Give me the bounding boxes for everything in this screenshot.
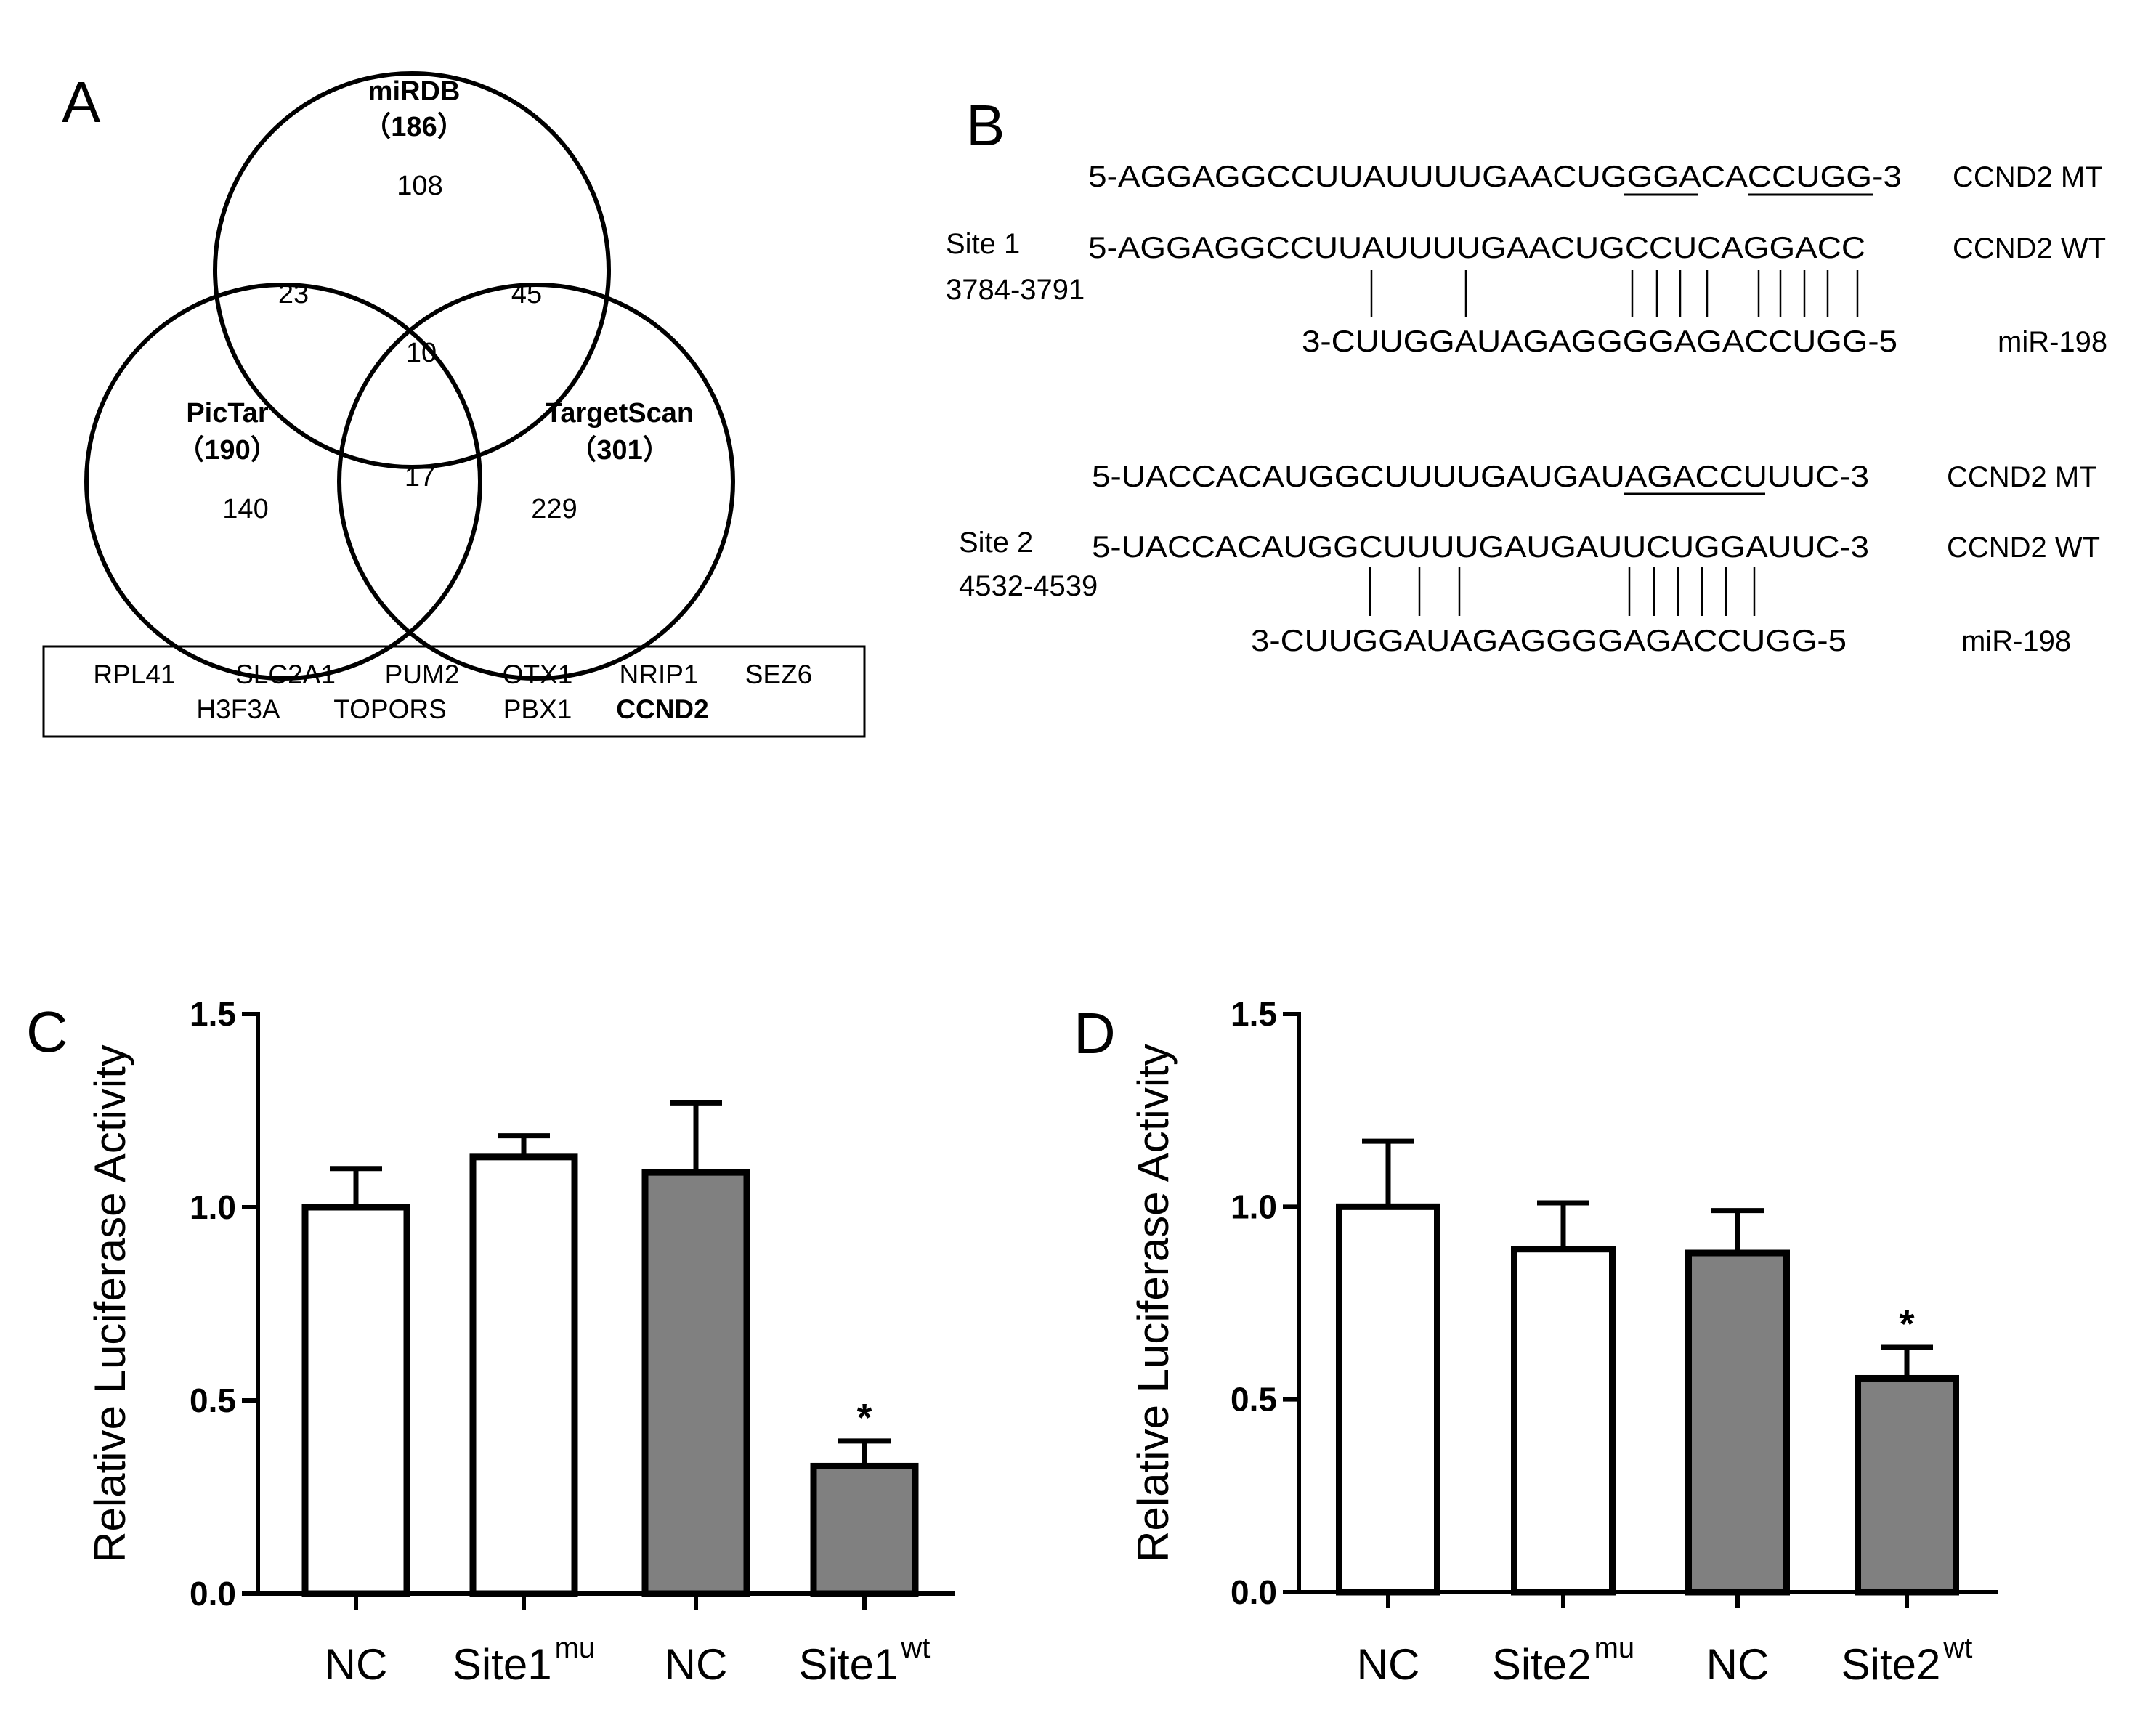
x-category-label: NC — [325, 1640, 388, 1689]
venn-count-mirdb-targetscan: 45 — [511, 279, 542, 309]
venn-circle-mirdb — [213, 71, 611, 469]
bar — [301, 1204, 410, 1597]
venn-count-all-three: 10 — [406, 338, 437, 368]
x-category-label: NC — [1357, 1640, 1420, 1689]
site1-mt-label: CCND2 MT — [1953, 161, 2103, 193]
site2-mt-sequence: 5-UACCACAUGGCUUUUGAUGAUAGACCUUUC-3 — [1092, 459, 1869, 493]
x-category-label: Site1 mu — [453, 1632, 595, 1689]
venn-total-pictar: （190） — [177, 435, 277, 466]
bar — [1336, 1203, 1440, 1596]
bar — [641, 1169, 750, 1597]
gene-item: PUM2 — [385, 660, 460, 689]
site2-wt-label: CCND2 WT — [1947, 532, 2100, 564]
chart-panel-d: D Relative Luciferase Activity 0.0 0.5 1.0 1.… — [1074, 995, 1998, 1689]
significance-mark: * — [1899, 1302, 1914, 1346]
x-category-superscript: mu — [555, 1632, 596, 1664]
gene-item: RPL41 — [93, 660, 175, 689]
site1-range: 3784-3791 — [946, 274, 1085, 306]
x-category-label: Site2 wt — [1841, 1632, 1973, 1689]
bar — [810, 1462, 919, 1597]
site2-mir-label: miR-198 — [1961, 625, 2071, 657]
site1-base-pairs — [1370, 270, 1859, 317]
site2-base-pairs — [1369, 567, 1756, 616]
chart-panel-c: C Relative Luciferase Activity 0.0 0.5 1.0 1.… — [26, 995, 955, 1689]
site1-mir-sequence: 3-CUUGGAUAGAGGGGAGACCUGG-5 — [1302, 324, 1897, 358]
y-axis-title: Relative Luciferase Activity — [1129, 1044, 1178, 1562]
x-category-base: Site1 — [453, 1640, 552, 1689]
gene-list-box — [42, 645, 866, 738]
y-tick-label: 0.5 — [190, 1382, 236, 1419]
site1-wt-sequence: 5-AGGAGGCCUUAUUUUGAACUGCCUCAGGACC — [1088, 230, 1865, 264]
gene-item: TOPORS — [333, 694, 447, 724]
y-axis-title: Relative Luciferase Activity — [86, 1044, 134, 1563]
venn-total-mirdb: （186） — [363, 112, 464, 142]
venn-count-mirdb-pictar: 23 — [278, 279, 309, 309]
gene-item-highlighted: CCND2 — [616, 694, 708, 724]
panel-b: B 5-AGGAGGCCUUAUUUUGAACUGGGACACCUGG-3 CC… — [946, 93, 2107, 657]
panel-a: A miRDB （186） 108 23 45 10 PicTar （190） … — [42, 70, 866, 738]
x-category-base: Site2 — [1492, 1640, 1592, 1689]
panel-letter: D — [1074, 1001, 1116, 1066]
site2-mir-sequence: 3-CUUGGAUAGAGGGGAGACCUGG-5 — [1251, 623, 1847, 657]
x-category-label: NC — [665, 1640, 728, 1689]
venn-label-mirdb: miRDB — [368, 76, 461, 107]
x-category-base: NC — [1706, 1640, 1770, 1689]
x-category-base: NC — [665, 1640, 728, 1689]
site2-mt-label: CCND2 MT — [1947, 461, 2097, 493]
bar — [1685, 1249, 1790, 1596]
site1-mir-label: miR-198 — [1998, 326, 2107, 358]
panel-letter: C — [26, 999, 68, 1064]
significance-mark: * — [856, 1396, 872, 1440]
venn-total-targetscan: （301） — [569, 435, 670, 466]
venn-label-pictar: PicTar — [186, 398, 269, 429]
site2-wt-sequence: 5-UACCACAUGGCUUUUGAUGAUUCUGGAUUC-3 — [1092, 530, 1869, 564]
y-tick-label: 1.5 — [190, 995, 236, 1033]
bar — [1855, 1374, 1959, 1596]
panel-b-letter: B — [966, 93, 1005, 158]
gene-item: H3F3A — [196, 694, 280, 724]
x-category-label: Site2 mu — [1492, 1632, 1634, 1689]
y-tick-label: 0.0 — [190, 1575, 236, 1612]
bar — [469, 1153, 578, 1597]
venn-circle-pictar — [84, 283, 482, 681]
site1-mt-sequence: 5-AGGAGGCCUUAUUUUGAACUGGGACACCUGG-3 — [1088, 159, 1902, 193]
x-category-superscript: mu — [1594, 1632, 1635, 1664]
x-category-label: NC — [1706, 1640, 1770, 1689]
x-category-base: NC — [1357, 1640, 1420, 1689]
venn-count-mirdb-only: 108 — [397, 171, 442, 201]
y-tick-label: 1.5 — [1231, 995, 1277, 1033]
x-category-base: NC — [325, 1640, 388, 1689]
x-category-superscript: wt — [900, 1632, 930, 1664]
gene-item: OTX1 — [503, 660, 573, 689]
x-category-base: Site2 — [1841, 1640, 1941, 1689]
venn-count-pictar-targetscan: 17 — [405, 462, 435, 492]
y-tick-label: 1.0 — [1231, 1188, 1277, 1225]
y-tick-label: 1.0 — [190, 1188, 236, 1226]
site2-range: 4532-4539 — [959, 570, 1098, 602]
gene-item: PBX1 — [503, 694, 572, 724]
site1-wt-label: CCND2 WT — [1953, 232, 2106, 264]
site2-name: Site 2 — [959, 527, 1033, 559]
venn-count-pictar-only: 140 — [222, 494, 268, 524]
gene-item: NRIP1 — [620, 660, 699, 689]
venn-label-targetscan: TargetScan — [546, 398, 694, 429]
panel-a-letter: A — [62, 70, 101, 134]
x-category-superscript: wt — [1942, 1632, 1972, 1664]
bar — [1511, 1246, 1616, 1596]
site1-name: Site 1 — [946, 228, 1020, 260]
venn-count-targetscan-only: 229 — [531, 494, 577, 524]
venn-circle-targetscan — [337, 283, 735, 681]
x-category-label: Site1 wt — [799, 1632, 931, 1689]
y-tick-label: 0.0 — [1231, 1573, 1277, 1611]
y-tick-label: 0.5 — [1231, 1381, 1277, 1419]
gene-list: RPL41 SLC2A1 PUM2 OTX1 NRIP1 SEZ6 H3F3A … — [93, 660, 812, 724]
x-category-base: Site1 — [799, 1640, 899, 1689]
gene-item: SEZ6 — [745, 660, 813, 689]
gene-item: SLC2A1 — [235, 660, 336, 689]
